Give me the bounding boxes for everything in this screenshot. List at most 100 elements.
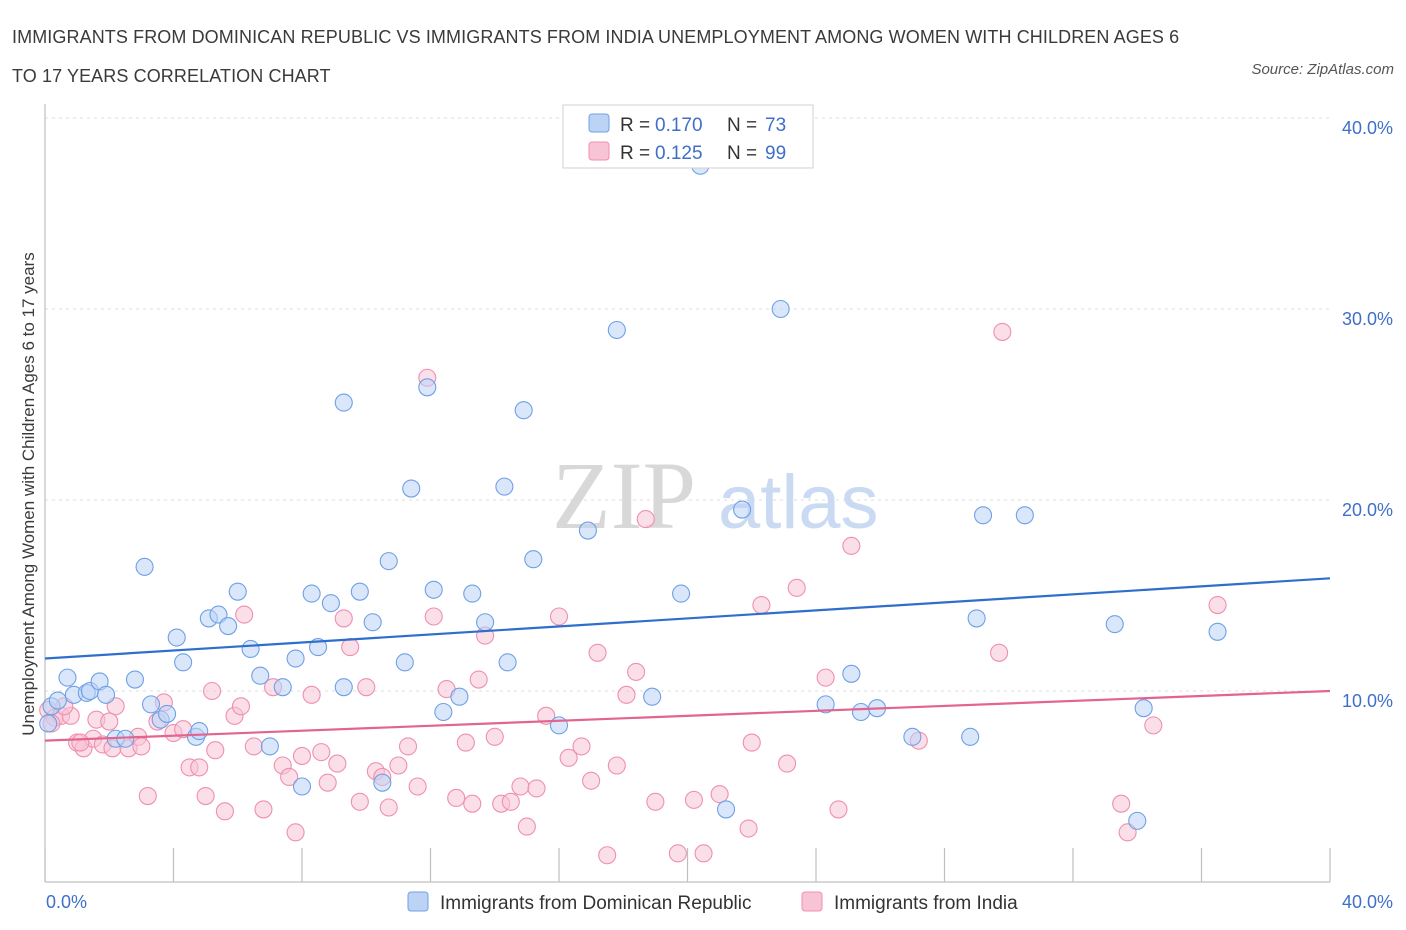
india-point — [485, 727, 504, 746]
dominican-point — [771, 299, 790, 319]
y-tick-labels: 10.0% 20.0% 30.0% 40.0% — [1342, 118, 1393, 711]
legend-r-label-2: R = — [620, 143, 650, 164]
watermark: ZIP atlas — [552, 442, 879, 549]
dominican-point — [1105, 615, 1124, 634]
legend-swatch-blue — [588, 113, 610, 133]
india-point — [710, 785, 729, 804]
dominican-point — [1015, 506, 1034, 525]
dominican-point — [228, 582, 247, 601]
x-tick-max: 40.0% — [1342, 892, 1393, 912]
dominican-point — [125, 670, 144, 689]
bottom-legend-swatch-blue — [407, 891, 429, 912]
india-point — [668, 844, 687, 863]
dominican-point — [48, 691, 67, 710]
legend-r-label-1: R = — [620, 115, 650, 136]
dominican-point — [334, 678, 353, 697]
india-point — [424, 607, 443, 626]
top-legend: R = 0.170 N = 73 R = 0.125 N = 99 — [562, 104, 814, 169]
india-point — [447, 788, 466, 808]
dominican-point — [495, 477, 514, 496]
india-point — [993, 322, 1012, 341]
y-tick-label: 10.0% — [1342, 691, 1393, 711]
dominican-point — [251, 666, 270, 685]
dominican-point — [672, 584, 691, 603]
trend-lines — [44, 577, 1331, 742]
india-point — [742, 733, 761, 752]
india-point — [341, 638, 360, 657]
dominican-point — [174, 653, 193, 672]
india-point — [636, 510, 655, 529]
india-point — [607, 756, 626, 775]
india-point — [511, 777, 530, 796]
dominican-point — [363, 613, 382, 632]
dominican-point — [141, 695, 161, 714]
india-point — [318, 773, 337, 792]
india-point — [527, 779, 546, 798]
chart-title: IMMIGRANTS FROM DOMINICAN REPUBLIC VS IM… — [12, 27, 1180, 86]
dominican-point — [321, 594, 340, 613]
india-point — [501, 792, 520, 811]
india-point — [1208, 595, 1227, 615]
india-point — [398, 737, 418, 756]
india-point — [617, 685, 636, 704]
dominican-point — [716, 800, 736, 819]
india-point — [517, 817, 536, 836]
india-point — [463, 794, 482, 813]
dominican-point — [39, 714, 58, 733]
dominican-point — [434, 702, 453, 722]
dominican-point — [167, 628, 186, 647]
india-point — [302, 685, 321, 704]
india-point — [559, 748, 578, 767]
india-point — [829, 800, 848, 819]
dominican-point — [733, 500, 752, 519]
y-tick-label: 40.0% — [1342, 118, 1393, 138]
legend-swatch-pink — [588, 141, 610, 161]
legend-n-value-1: 73 — [765, 115, 786, 136]
dominican-point — [58, 668, 77, 687]
india-point — [379, 798, 398, 817]
dominican-point — [973, 506, 993, 525]
legend-n-label-2: N = — [727, 143, 757, 164]
india-point — [990, 643, 1009, 662]
legend-n-value-2: 99 — [765, 143, 786, 164]
y-axis-title: Unemployment Among Women with Children A… — [19, 252, 38, 736]
grid-lines — [45, 117, 1330, 692]
dominican-point — [1134, 699, 1153, 718]
india-point — [215, 802, 234, 821]
dominican-point — [96, 685, 116, 704]
india-point — [739, 819, 758, 838]
dominican-point — [816, 695, 835, 714]
dominican-trend-line — [44, 577, 1331, 660]
india-point — [235, 605, 254, 624]
india-point — [456, 733, 475, 752]
india-point — [778, 754, 797, 773]
india-point — [71, 733, 90, 752]
dominican-point — [498, 653, 517, 672]
axes — [44, 104, 1331, 883]
india-point — [572, 737, 591, 756]
india-point — [206, 741, 225, 760]
dominican-point — [851, 702, 871, 722]
dominican-point — [961, 727, 980, 746]
dominican-point — [350, 582, 369, 601]
india-point — [244, 737, 263, 756]
dominican-point — [292, 777, 312, 796]
india-point — [627, 662, 646, 681]
india-points — [39, 322, 1227, 865]
dominican-point — [549, 716, 569, 735]
india-point — [292, 746, 312, 765]
india-point — [138, 786, 157, 806]
india-point — [334, 609, 353, 628]
watermark-zip: ZIP — [552, 442, 696, 549]
bottom-legend-swatch-pink — [801, 891, 823, 912]
dominican-point — [424, 580, 443, 599]
dominican-point — [450, 687, 469, 706]
y-tick-label: 30.0% — [1342, 309, 1393, 329]
dominican-point — [607, 320, 626, 340]
y-tick-label: 20.0% — [1342, 500, 1393, 520]
india-point — [350, 792, 369, 811]
india-point — [1112, 794, 1131, 813]
india-point — [787, 578, 806, 597]
india-point — [389, 756, 408, 775]
dominican-point — [524, 550, 543, 569]
